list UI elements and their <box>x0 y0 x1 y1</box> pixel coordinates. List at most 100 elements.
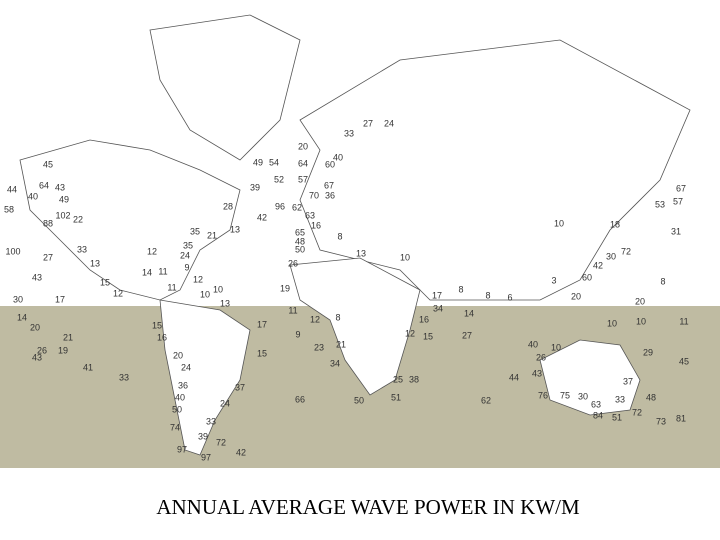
wave-power-label: 20 <box>571 291 581 301</box>
wave-power-label: 3 <box>551 275 556 285</box>
wave-power-label: 57 <box>673 196 683 206</box>
wave-power-label: 53 <box>655 199 665 209</box>
wave-power-label: 40 <box>28 191 38 201</box>
wave-power-label: 12 <box>147 246 157 256</box>
wave-power-label: 73 <box>656 416 666 426</box>
wave-power-label: 16 <box>157 332 167 342</box>
wave-power-label: 43 <box>32 352 42 362</box>
wave-power-label: 57 <box>298 174 308 184</box>
wave-power-label: 33 <box>119 372 129 382</box>
wave-power-label: 24 <box>180 250 190 260</box>
wave-power-label: 28 <box>223 201 233 211</box>
wave-power-label: 10 <box>554 218 564 228</box>
wave-power-label: 42 <box>236 447 246 457</box>
wave-power-label: 17 <box>55 294 65 304</box>
wave-power-label: 12 <box>193 274 203 284</box>
wave-power-label: 50 <box>295 244 305 254</box>
wave-power-label: 67 <box>676 183 686 193</box>
wave-power-label: 26 <box>288 258 298 268</box>
wave-power-label: 40 <box>175 392 185 402</box>
wave-power-label: 62 <box>481 395 491 405</box>
wave-power-label: 81 <box>676 413 686 423</box>
wave-power-label: 6 <box>507 292 512 302</box>
wave-power-label: 31 <box>671 226 681 236</box>
wave-power-label: 43 <box>55 182 65 192</box>
wave-power-label: 52 <box>274 174 284 184</box>
wave-power-label: 72 <box>632 407 642 417</box>
wave-power-label: 16 <box>419 314 429 324</box>
wave-power-label: 36 <box>178 380 188 390</box>
wave-power-label: 65 <box>295 227 305 237</box>
wave-power-label: 96 <box>275 201 285 211</box>
caption: ANNUAL AVERAGE WAVE POWER IN KW/M <box>156 495 580 519</box>
wave-power-label: 34 <box>330 358 340 368</box>
wave-power-label: 64 <box>298 158 308 168</box>
wave-power-label: 36 <box>325 190 335 200</box>
wave-power-label: 8 <box>337 231 342 241</box>
wave-power-label: 44 <box>509 372 519 382</box>
wave-power-label: 26 <box>536 352 546 362</box>
wave-power-label: 18 <box>610 219 620 229</box>
wave-power-label: 16 <box>311 220 321 230</box>
wave-power-label: 43 <box>32 272 42 282</box>
wave-power-label: 49 <box>59 194 69 204</box>
wave-power-label: 51 <box>391 392 401 402</box>
wave-power-label: 13 <box>356 248 366 258</box>
wave-power-label: 97 <box>201 452 211 462</box>
wave-power-label: 14 <box>464 308 474 318</box>
wave-power-label: 44 <box>7 184 17 194</box>
wave-power-label: 100 <box>5 246 20 256</box>
wave-power-label: 13 <box>230 224 240 234</box>
wave-power-label: 10 <box>551 342 561 352</box>
wave-power-label: 19 <box>58 345 68 355</box>
wave-power-label: 54 <box>269 157 279 167</box>
wave-power-label: 20 <box>173 350 183 360</box>
wave-power-label: 41 <box>83 362 93 372</box>
wave-power-label: 48 <box>646 392 656 402</box>
wave-power-label: 8 <box>660 276 665 286</box>
wave-power-label: 14 <box>142 267 152 277</box>
wave-power-label: 35 <box>183 240 193 250</box>
wave-power-label: 72 <box>621 246 631 256</box>
wave-power-label: 29 <box>643 347 653 357</box>
wave-power-label: 25 <box>393 374 403 384</box>
wave-power-label: 24 <box>220 398 230 408</box>
wave-power-label: 21 <box>207 230 217 240</box>
wave-power-label: 84 <box>593 410 603 420</box>
wave-power-label: 17 <box>257 319 267 329</box>
wave-power-label: 97 <box>177 444 187 454</box>
wave-power-label: 33 <box>206 416 216 426</box>
wave-power-label: 51 <box>612 412 622 422</box>
wave-power-label: 21 <box>336 339 346 349</box>
wave-power-label: 12 <box>405 328 415 338</box>
wave-power-label: 35 <box>190 226 200 236</box>
wave-power-label: 13 <box>220 298 230 308</box>
wave-power-label: 20 <box>635 296 645 306</box>
wave-power-label: 74 <box>170 422 180 432</box>
wave-power-label: 24 <box>181 362 191 372</box>
wave-power-label: 33 <box>615 394 625 404</box>
wave-power-label: 14 <box>17 312 27 322</box>
wave-power-label: 11 <box>679 316 688 326</box>
wave-power-label: 8 <box>335 312 340 322</box>
wave-power-label: 27 <box>43 252 53 262</box>
wave-power-label: 11 <box>288 305 297 315</box>
wave-power-label: 33 <box>77 244 87 254</box>
wave-power-label: 50 <box>354 395 364 405</box>
wave-power-label: 15 <box>423 331 433 341</box>
wave-power-label: 22 <box>73 214 83 224</box>
wave-power-label: 26 <box>37 345 47 355</box>
wave-power-label: 24 <box>384 118 394 128</box>
wave-power-label: 12 <box>113 288 123 298</box>
wave-power-label: 102 <box>55 210 70 220</box>
wave-power-label: 88 <box>43 218 53 228</box>
wave-power-label: 13 <box>90 258 100 268</box>
wave-power-label: 38 <box>409 374 419 384</box>
wave-power-label: 43 <box>532 368 542 378</box>
wave-power-label: 58 <box>4 204 14 214</box>
wave-power-label: 15 <box>257 348 267 358</box>
wave-power-label: 11 <box>158 266 167 276</box>
wave-power-label: 39 <box>198 431 208 441</box>
wave-power-label: 75 <box>560 390 570 400</box>
